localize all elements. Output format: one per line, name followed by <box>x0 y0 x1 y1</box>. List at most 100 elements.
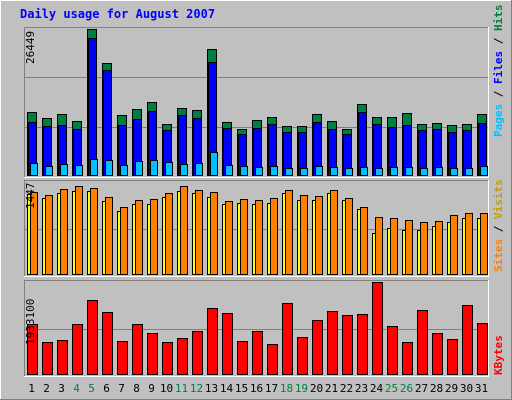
legend-sites: Sites <box>492 239 505 272</box>
hits-panel-legend: Pages / Files / Hits <box>492 5 505 138</box>
day-label-25: 25 <box>385 382 398 395</box>
sites-bar-8 <box>135 200 143 275</box>
sites-bar-31 <box>480 213 488 275</box>
kbytes-bar-31 <box>477 323 488 375</box>
kbytes-bar-11 <box>177 338 188 375</box>
kbytes-bar-24 <box>372 282 383 375</box>
sites-panel-max-label: 1447 <box>24 183 37 210</box>
sites-bar-2 <box>45 195 53 275</box>
pages-bar-3 <box>60 164 68 176</box>
day-label-29: 29 <box>445 382 458 395</box>
files-bar-6 <box>103 70 112 176</box>
legend-sep-1: / <box>492 84 505 104</box>
day-label-17: 17 <box>265 382 278 395</box>
files-bar-24 <box>373 124 382 176</box>
sites-bar-16 <box>255 200 263 275</box>
day-label-18: 18 <box>280 382 293 395</box>
day-label-9: 9 <box>148 382 155 395</box>
legend-kbytes: KBytes <box>492 335 505 375</box>
kbytes-bar-13 <box>207 308 218 375</box>
pages-bar-24 <box>375 168 383 176</box>
sites-bar-20 <box>315 196 323 275</box>
pages-bar-20 <box>315 166 323 176</box>
day-label-5: 5 <box>88 382 95 395</box>
pages-bar-6 <box>105 160 113 176</box>
kbytes-panel-legend: KBytes <box>492 335 505 375</box>
kbytes-bar-27 <box>417 310 428 375</box>
legend-hits: Hits <box>492 5 505 32</box>
pages-bar-18 <box>285 168 293 176</box>
kbytes-bar-25 <box>387 326 398 375</box>
hits-panel-max-label: 26449 <box>24 31 37 64</box>
kbytes-bar-22 <box>342 315 353 375</box>
files-bar-23 <box>358 112 367 176</box>
sites-bar-29 <box>450 215 458 275</box>
sites-bar-7 <box>120 207 128 275</box>
pages-bar-12 <box>195 163 203 176</box>
pages-bar-11 <box>180 164 188 176</box>
day-label-7: 7 <box>118 382 125 395</box>
pages-bar-13 <box>210 152 218 176</box>
y-axis-labels: 26449 1447 1933100 <box>24 31 37 345</box>
sites-bar-12 <box>195 190 203 275</box>
pages-bar-22 <box>345 168 353 176</box>
pages-bar-9 <box>150 160 158 176</box>
day-label-4: 4 <box>73 382 80 395</box>
sites-bar-6 <box>105 197 113 275</box>
sites-bar-24 <box>375 217 383 275</box>
kbytes-bar-17 <box>267 344 278 375</box>
pages-bar-26 <box>405 167 413 176</box>
sites-bar-22 <box>345 198 353 275</box>
sites-bar-13 <box>210 192 218 275</box>
pages-bar-25 <box>390 167 398 176</box>
kbytes-bar-29 <box>447 339 458 375</box>
kbytes-bar-28 <box>432 333 443 375</box>
pages-bar-15 <box>240 166 248 176</box>
sites-bar-3 <box>60 189 68 275</box>
kbytes-bar-30 <box>462 305 473 375</box>
day-label-8: 8 <box>133 382 140 395</box>
day-label-3: 3 <box>58 382 65 395</box>
day-label-23: 23 <box>355 382 368 395</box>
kbytes-bar-10 <box>162 342 173 375</box>
sites-bar-1 <box>30 192 38 275</box>
day-label-27: 27 <box>415 382 428 395</box>
pages-bar-1 <box>30 163 38 176</box>
kbytes-panel-max-label: 1933100 <box>24 299 37 345</box>
kbytes-bar-9 <box>147 333 158 375</box>
pages-bar-23 <box>360 167 368 176</box>
sites-bar-10 <box>165 193 173 275</box>
pages-bar-28 <box>435 167 443 176</box>
legend-files: Files <box>492 51 505 84</box>
pages-bar-19 <box>300 168 308 176</box>
pages-bar-29 <box>450 168 458 176</box>
files-bar-5 <box>88 38 97 176</box>
kbytes-bar-5 <box>87 300 98 375</box>
day-label-26: 26 <box>400 382 413 395</box>
pages-bar-5 <box>90 159 98 176</box>
kbytes-bar-15 <box>237 341 248 375</box>
day-label-20: 20 <box>310 382 323 395</box>
sites-bar-27 <box>420 222 428 275</box>
sites-bar-25 <box>390 218 398 275</box>
sites-bar-11 <box>180 186 188 275</box>
kbytes-bar-4 <box>72 324 83 375</box>
legend-pages: Pages <box>492 104 505 137</box>
pages-bar-2 <box>45 166 53 176</box>
kbytes-bar-6 <box>102 312 113 375</box>
sites-bar-15 <box>240 199 248 275</box>
kbytes-bar-3 <box>57 340 68 375</box>
kbytes-bar-7 <box>117 341 128 375</box>
sites-bar-21 <box>330 190 338 275</box>
sites-bar-4 <box>75 186 83 275</box>
sites-panel-legend: Sites / Visits <box>492 179 505 272</box>
pages-bar-10 <box>165 162 173 176</box>
day-label-11: 11 <box>175 382 188 395</box>
day-label-12: 12 <box>190 382 203 395</box>
sites-bar-30 <box>465 213 473 275</box>
kbytes-bar-14 <box>222 313 233 375</box>
legend-sep-3: / <box>492 219 505 239</box>
pages-bar-30 <box>465 168 473 176</box>
pages-bar-31 <box>480 166 488 176</box>
